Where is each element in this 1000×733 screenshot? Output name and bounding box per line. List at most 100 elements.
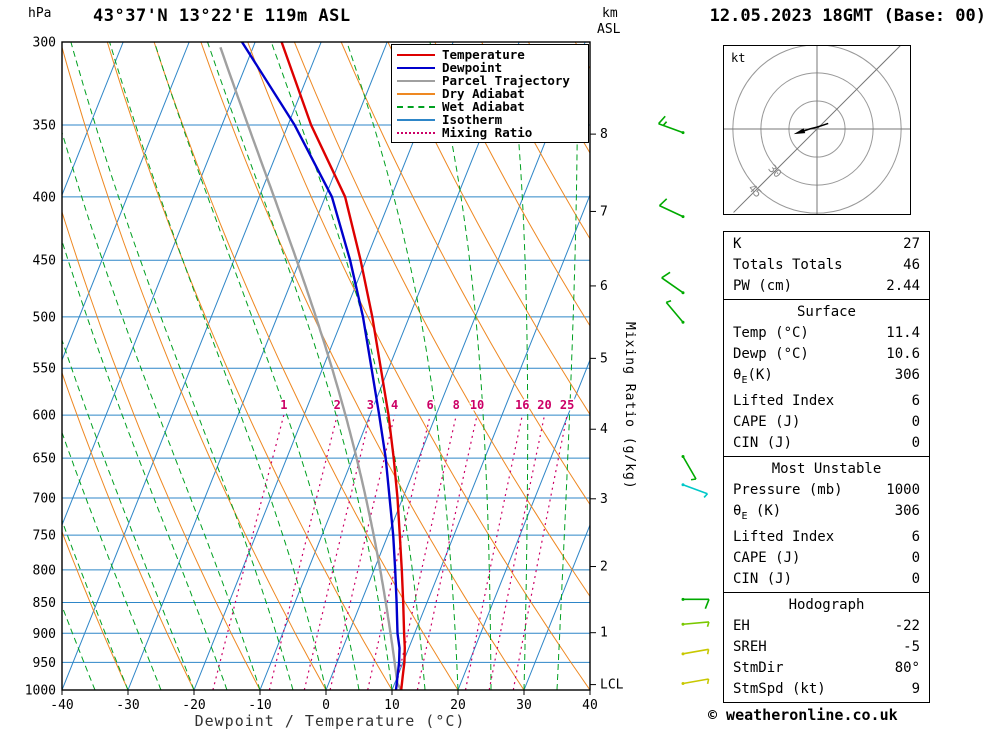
wet-adiabat-line [346, 42, 459, 690]
stats-value: 0 [911, 549, 920, 566]
stats-row: PW (cm) 2.44 [724, 276, 929, 297]
stats-value: -5 [903, 638, 920, 655]
dewpoint-curve [240, 41, 401, 691]
wet-adiabat-line [508, 42, 529, 690]
stats-value: 0 [911, 413, 920, 430]
legend-label: Dry Adiabat [442, 86, 525, 101]
chart-datetime: 12.05.2023 18GMT (Base: 00) [709, 6, 986, 26]
temp-tick-label: 0 [322, 698, 330, 713]
legend-swatch [397, 66, 435, 69]
stats-label: CAPE (J) [733, 549, 801, 566]
legend-swatch [397, 131, 435, 134]
pressure-tick-label: 450 [33, 254, 56, 269]
legend-item-parcel-trajectory: Parcel Trajectory [397, 74, 588, 87]
stats-row: θE(K) 306 [724, 365, 929, 391]
isotherm-line [62, 42, 322, 690]
isotherm-line [62, 42, 190, 362]
temp-tick-label: -20 [182, 698, 205, 713]
stats-row: Temp (°C) 11.4 [724, 323, 929, 344]
stats-value: 11.4 [886, 325, 920, 341]
dry-adiabat-line [481, 42, 590, 240]
wind-barb [657, 115, 685, 135]
legend-item-dry-adiabat: Dry Adiabat [397, 87, 588, 100]
mixing-ratio-line [464, 414, 523, 690]
stats-panel: K 27 Totals Totals 46 PW (cm) 2.44 Surface Temp… [723, 231, 930, 703]
mixing-ratio-value-label: 3 [367, 398, 374, 412]
stats-label: Pressure (mb) [733, 481, 843, 498]
wind-barb [661, 271, 685, 295]
mixing-ratio-line [303, 414, 371, 690]
wet-adiabat-line [62, 338, 195, 690]
isotherm-line [523, 523, 590, 690]
temp-axis-title: Dewpoint / Temperature (°C) [194, 712, 466, 730]
legend-box: Temperature Dewpoint Parcel Trajectory Dry … [391, 44, 589, 143]
pressure-tick-label: 300 [33, 36, 56, 51]
stats-value: 10.6 [886, 346, 920, 362]
stats-row: Totals Totals 46 [724, 255, 929, 276]
hodograph-diagonal [733, 46, 901, 213]
dry-adiabat-line [340, 42, 590, 506]
stats-row: Lifted Index 6 [724, 391, 929, 412]
stats-value: 0 [911, 570, 920, 587]
pressure-tick-label: 500 [33, 310, 56, 325]
stats-row: EH -22 [724, 616, 929, 637]
mixing-ratio-value-label: 10 [470, 398, 484, 412]
wet-adiabat-line [556, 42, 578, 690]
lcl-label: LCL [600, 678, 624, 693]
stats-row: CIN (J) 0 [724, 433, 929, 454]
legend-swatch [397, 105, 435, 108]
mixing-ratio-value-label: 6 [427, 398, 434, 412]
isotherm-line [62, 42, 124, 197]
mixing-ratio-line [394, 414, 457, 690]
isotherm-line [457, 358, 590, 690]
wind-barb [681, 483, 709, 498]
copyright-link[interactable]: © weatheronline.co.uk [708, 706, 898, 724]
pressure-tick-label: 400 [33, 190, 56, 205]
dry-adiabat-line [62, 530, 129, 690]
stats-label: θE(K) [733, 367, 773, 386]
dry-adiabat-line [106, 42, 393, 690]
pressure-tick-label: 850 [33, 596, 56, 611]
stats-row: Dewp (°C) 10.6 [724, 344, 929, 365]
stats-label: CAPE (J) [733, 413, 801, 430]
stats-row: Pressure (mb) 1000 [724, 480, 929, 501]
stats-row: Lifted Index 6 [724, 527, 929, 548]
wet-adiabat-line [109, 42, 327, 690]
pressure-tick-label: 600 [33, 409, 56, 424]
hodograph-trace [800, 122, 829, 133]
hodograph-trace-arrowhead [793, 128, 806, 135]
stats-label: CIN (J) [733, 434, 793, 451]
stats-row: CAPE (J) 0 [724, 548, 929, 569]
stats-label: Dewp (°C) [733, 346, 809, 362]
wet-adiabat-line [62, 431, 162, 690]
stats-row: CIN (J) 0 [724, 569, 929, 590]
isotherm-line [391, 193, 590, 690]
temp-tick-label: 20 [450, 698, 466, 713]
temp-tick-label: 40 [582, 698, 598, 713]
dry-adiabat-line [62, 371, 195, 690]
stats-section-indices: K 27 Totals Totals 46 PW (cm) 2.44 [723, 231, 930, 300]
wet-adiabat-line [62, 130, 261, 690]
stats-section-surface: Surface Temp (°C) 11.4 Dewp (°C) 10.6 θE(K) 30… [723, 299, 930, 457]
mixing-ratio-value-label: 8 [453, 398, 460, 412]
legend-label: Dewpoint [442, 60, 503, 75]
mixing-ratio-value-label: 16 [515, 398, 529, 412]
wet-adiabat-line [429, 42, 492, 690]
wind-barb [658, 198, 685, 219]
wet-adiabat-line [62, 604, 96, 690]
wind-barb [681, 597, 710, 609]
wind-barb [681, 454, 697, 481]
stats-label: θE (K) [733, 502, 782, 522]
hodograph-unit-label: kt [731, 51, 745, 65]
stats-value: 2.44 [886, 278, 920, 294]
wind-barb [681, 648, 710, 656]
legend-label: Parcel Trajectory [442, 73, 570, 88]
parcel-trajectory-curve [219, 46, 403, 691]
stats-section-hodograph: Hodograph EH -22 SREH -5 StmDir 80° StmSpd (kt)… [723, 591, 930, 703]
stats-value: 6 [911, 392, 920, 409]
pressure-tick-label: 750 [33, 529, 56, 544]
altitude-tick-label: 8 [600, 127, 608, 142]
wet-adiabat-line [62, 519, 129, 690]
stats-label: StmDir [733, 659, 784, 676]
wind-barb [681, 621, 710, 628]
